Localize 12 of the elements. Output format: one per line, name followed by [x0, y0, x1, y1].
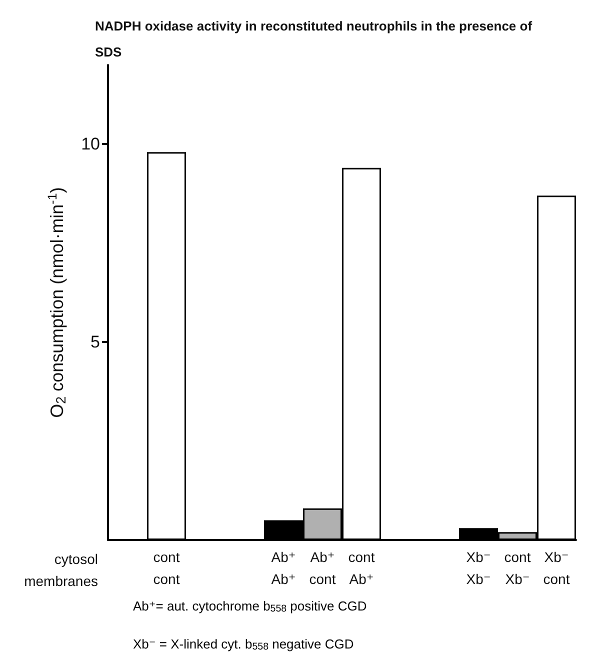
x-axis-title: cytosol membranes	[24, 551, 98, 589]
x-tick-label: Xb⁻ cont	[543, 549, 570, 587]
x-tick-label: Ab⁺ Ab⁺	[271, 549, 296, 587]
x-tick-label: Ab⁺ cont	[309, 549, 336, 587]
x-tick-label: cont cont	[153, 549, 180, 587]
y-axis-title: O2 consumption (nmol·min-1)	[45, 187, 68, 418]
x-tick-label: cont Xb⁻	[504, 549, 531, 587]
x-tick-label: cont Ab⁺	[348, 549, 375, 587]
y-tick-label: 10	[81, 134, 100, 154]
x-tick-label: Xb⁻ Xb⁻	[466, 549, 491, 587]
y-tick-label: 5	[90, 332, 100, 352]
chart-title: NADPH oxidase activity in reconstituted neutrophils in the presence of SDS	[95, 18, 536, 60]
